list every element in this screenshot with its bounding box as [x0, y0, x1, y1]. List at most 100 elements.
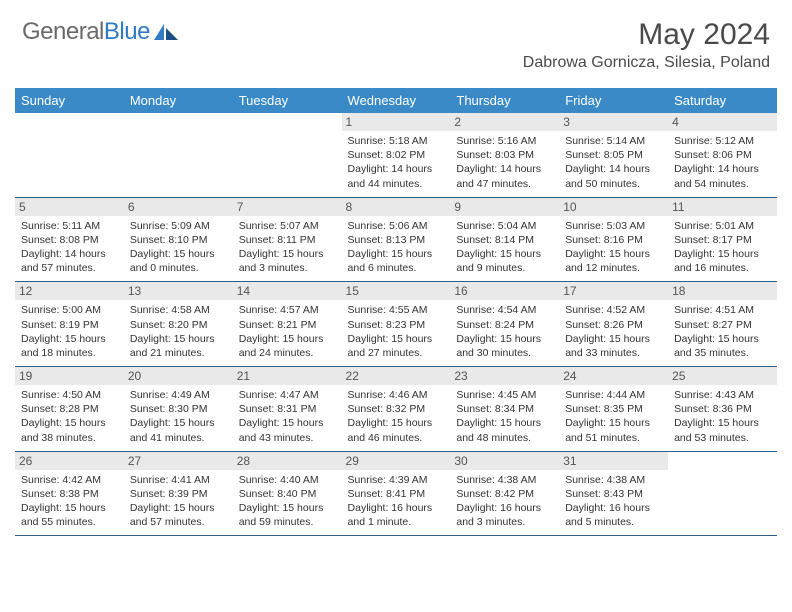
sunset-text: Sunset: 8:19 PM: [21, 318, 118, 332]
cell-text: Sunrise: 4:55 AMSunset: 8:23 PMDaylight:…: [348, 303, 445, 360]
day-number: 21: [233, 367, 342, 385]
calendar-cell: 26 Sunrise: 4:42 AMSunset: 8:38 PMDayligh…: [15, 451, 124, 536]
cell-text: Sunrise: 4:44 AMSunset: 8:35 PMDaylight:…: [565, 388, 662, 445]
sunset-text: Sunset: 8:05 PM: [565, 148, 662, 162]
calendar-cell: 19Sunrise: 4:50 AMSunset: 8:28 PMDayligh…: [15, 367, 124, 452]
calendar-row: 5Sunrise: 5:11 AMSunset: 8:08 PMDaylight…: [15, 197, 777, 282]
sunset-text: Sunset: 8:20 PM: [130, 318, 227, 332]
calendar-cell: 10 Sunrise: 5:03 AMSunset: 8:16 PMDayligh…: [559, 197, 668, 282]
weekday-header: Sunday: [15, 88, 124, 113]
cell-text: Sunrise: 5:00 AMSunset: 8:19 PMDaylight:…: [21, 303, 118, 360]
calendar-cell: 31Sunrise: 4:38 AMSunset: 8:43 PMDayligh…: [559, 451, 668, 536]
daylight-text: Daylight: 14 hours and 47 minutes.: [456, 162, 553, 190]
cell-text: Sunrise: 4:42 AMSunset: 8:38 PMDaylight:…: [21, 473, 118, 530]
day-number: 29: [342, 452, 451, 470]
sunset-text: Sunset: 8:40 PM: [239, 487, 336, 501]
cell-text: Sunrise: 4:38 AMSunset: 8:42 PMDaylight:…: [456, 473, 553, 530]
day-number: 28: [233, 452, 342, 470]
cell-text: Sunrise: 4:58 AMSunset: 8:20 PMDaylight:…: [130, 303, 227, 360]
cell-text: Sunrise: 5:06 AMSunset: 8:13 PMDaylight:…: [348, 219, 445, 276]
daylight-text: Daylight: 15 hours and 6 minutes.: [348, 247, 445, 275]
daylight-text: Daylight: 15 hours and 24 minutes.: [239, 332, 336, 360]
day-number: 1: [342, 113, 451, 131]
cell-text: Sunrise: 5:04 AMSunset: 8:14 PMDaylight:…: [456, 219, 553, 276]
title-block: May 2024 Dabrowa Gornicza, Silesia, Pola…: [523, 18, 770, 72]
day-number: 6: [124, 198, 233, 216]
sunrise-text: Sunrise: 4:38 AM: [565, 473, 662, 487]
cell-text: Sunrise: 5:01 AMSunset: 8:17 PMDaylight:…: [674, 219, 771, 276]
sunset-text: Sunset: 8:24 PM: [456, 318, 553, 332]
calendar-cell: 3Sunrise: 5:14 AMSunset: 8:05 PMDaylight…: [559, 113, 668, 197]
daylight-text: Daylight: 14 hours and 54 minutes.: [674, 162, 771, 190]
cell-text: Sunrise: 5:18 AMSunset: 8:02 PMDaylight:…: [348, 134, 445, 191]
day-number: 30: [450, 452, 559, 470]
cell-text: Sunrise: 4:43 AMSunset: 8:36 PMDaylight:…: [674, 388, 771, 445]
brand-part1: General: [22, 18, 104, 45]
calendar-cell: 11Sunrise: 5:01 AMSunset: 8:17 PMDayligh…: [668, 197, 777, 282]
daylight-text: Daylight: 15 hours and 41 minutes.: [130, 416, 227, 444]
sunset-text: Sunset: 8:13 PM: [348, 233, 445, 247]
cell-text: Sunrise: 4:50 AMSunset: 8:28 PMDaylight:…: [21, 388, 118, 445]
sunrise-text: Sunrise: 5:01 AM: [674, 219, 771, 233]
cell-text: Sunrise: 4:52 AMSunset: 8:26 PMDaylight:…: [565, 303, 662, 360]
sunset-text: Sunset: 8:27 PM: [674, 318, 771, 332]
daylight-text: Daylight: 15 hours and 16 minutes.: [674, 247, 771, 275]
cell-text: Sunrise: 5:03 AMSunset: 8:16 PMDaylight:…: [565, 219, 662, 276]
sunrise-text: Sunrise: 5:18 AM: [348, 134, 445, 148]
weekday-header: Tuesday: [233, 88, 342, 113]
sunset-text: Sunset: 8:23 PM: [348, 318, 445, 332]
calendar-cell: 28Sunrise: 4:40 AMSunset: 8:40 PMDayligh…: [233, 451, 342, 536]
cell-text: Sunrise: 5:09 AMSunset: 8:10 PMDaylight:…: [130, 219, 227, 276]
calendar-cell: 2Sunrise: 5:16 AMSunset: 8:03 PMDaylight…: [450, 113, 559, 197]
sunset-text: Sunset: 8:26 PM: [565, 318, 662, 332]
weekday-header: Friday: [559, 88, 668, 113]
calendar-row: 12Sunrise: 5:00 AMSunset: 8:19 PMDayligh…: [15, 282, 777, 367]
cell-text: Sunrise: 5:14 AMSunset: 8:05 PMDaylight:…: [565, 134, 662, 191]
daylight-text: Daylight: 15 hours and 46 minutes.: [348, 416, 445, 444]
sunrise-text: Sunrise: 4:47 AM: [239, 388, 336, 402]
calendar-cell: 9Sunrise: 5:04 AMSunset: 8:14 PMDaylight…: [450, 197, 559, 282]
calendar-row: 19Sunrise: 4:50 AMSunset: 8:28 PMDayligh…: [15, 367, 777, 452]
sunset-text: Sunset: 8:34 PM: [456, 402, 553, 416]
day-number: 10: [559, 198, 668, 216]
daylight-text: Daylight: 15 hours and 18 minutes.: [21, 332, 118, 360]
daylight-text: Daylight: 15 hours and 59 minutes.: [239, 501, 336, 529]
daylight-text: Daylight: 15 hours and 27 minutes.: [348, 332, 445, 360]
cell-text: Sunrise: 4:54 AMSunset: 8:24 PMDaylight:…: [456, 303, 553, 360]
daylight-text: Daylight: 15 hours and 35 minutes.: [674, 332, 771, 360]
sunset-text: Sunset: 8:41 PM: [348, 487, 445, 501]
calendar-cell: 24Sunrise: 4:44 AMSunset: 8:35 PMDayligh…: [559, 367, 668, 452]
daylight-text: Daylight: 15 hours and 0 minutes.: [130, 247, 227, 275]
cell-text: Sunrise: 4:51 AMSunset: 8:27 PMDaylight:…: [674, 303, 771, 360]
day-number: 2: [450, 113, 559, 131]
calendar-cell: 6 Sunrise: 5:09 AMSunset: 8:10 PMDaylight…: [124, 197, 233, 282]
sunset-text: Sunset: 8:30 PM: [130, 402, 227, 416]
day-number: 26: [15, 452, 124, 470]
calendar-cell: 25 Sunrise: 4:43 AMSunset: 8:36 PMDayligh…: [668, 367, 777, 452]
calendar-cell: [233, 113, 342, 197]
sunrise-text: Sunrise: 4:39 AM: [348, 473, 445, 487]
calendar-head: SundayMondayTuesdayWednesdayThursdayFrid…: [15, 88, 777, 113]
day-number: 8: [342, 198, 451, 216]
sunset-text: Sunset: 8:21 PM: [239, 318, 336, 332]
cell-text: Sunrise: 4:46 AMSunset: 8:32 PMDaylight:…: [348, 388, 445, 445]
weekday-header: Monday: [124, 88, 233, 113]
sunset-text: Sunset: 8:06 PM: [674, 148, 771, 162]
day-number: 23: [450, 367, 559, 385]
day-number: 25: [668, 367, 777, 385]
brand-logo: GeneralBlue: [22, 18, 180, 46]
cell-text: Sunrise: 4:38 AMSunset: 8:43 PMDaylight:…: [565, 473, 662, 530]
calendar-table: SundayMondayTuesdayWednesdayThursdayFrid…: [15, 88, 777, 536]
sunset-text: Sunset: 8:31 PM: [239, 402, 336, 416]
sunset-text: Sunset: 8:35 PM: [565, 402, 662, 416]
calendar-cell: 12Sunrise: 5:00 AMSunset: 8:19 PMDayligh…: [15, 282, 124, 367]
sail-icon: [152, 22, 180, 42]
calendar-cell: 8 Sunrise: 5:06 AMSunset: 8:13 PMDaylight…: [342, 197, 451, 282]
calendar-cell: [668, 451, 777, 536]
sunrise-text: Sunrise: 5:14 AM: [565, 134, 662, 148]
cell-text: Sunrise: 5:12 AMSunset: 8:06 PMDaylight:…: [674, 134, 771, 191]
daylight-text: Daylight: 15 hours and 53 minutes.: [674, 416, 771, 444]
sunrise-text: Sunrise: 4:46 AM: [348, 388, 445, 402]
daylight-text: Daylight: 15 hours and 55 minutes.: [21, 501, 118, 529]
day-number: 4: [668, 113, 777, 131]
